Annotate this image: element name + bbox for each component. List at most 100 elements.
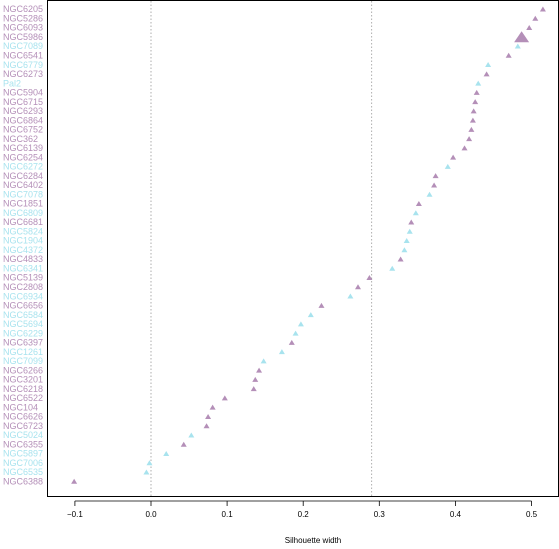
data-point [318, 302, 325, 308]
x-tick-label: 0.2 [298, 510, 310, 519]
y-label: NGC6779 [3, 60, 43, 70]
y-label: NGC5286 [3, 13, 43, 23]
y-label: NGC6723 [3, 421, 43, 431]
y-label: NGC3201 [3, 375, 43, 385]
y-label: NGC6541 [3, 51, 43, 61]
y-label: NGC6715 [3, 97, 43, 107]
y-label: NGC6809 [3, 208, 43, 218]
data-point [532, 15, 539, 21]
data-point [461, 145, 468, 151]
y-label: NGC5824 [3, 226, 43, 236]
data-point [469, 117, 476, 123]
y-label: NGC6093 [3, 23, 43, 33]
data-point [426, 191, 433, 197]
y-label: NGC5986 [3, 32, 43, 42]
data-point [209, 404, 216, 410]
data-point [470, 108, 477, 114]
data-point [485, 62, 492, 68]
y-label: NGC6864 [3, 115, 43, 125]
x-tick-label: −0.1 [67, 510, 83, 519]
data-point [205, 413, 212, 419]
y-label: NGC6205 [3, 4, 43, 14]
data-point [143, 469, 150, 475]
data-point [297, 321, 304, 327]
y-label: NGC6522 [3, 393, 43, 403]
y-label: NGC6272 [3, 162, 43, 172]
y-label: NGC6341 [3, 263, 43, 273]
x-tick-label: 0.5 [526, 510, 538, 519]
data-point [514, 31, 530, 43]
y-label: NGC7006 [3, 458, 43, 468]
y-label: NGC362 [3, 134, 38, 144]
y-label: NGC1904 [3, 236, 43, 246]
y-label: NGC6284 [3, 171, 43, 181]
data-point [188, 432, 195, 438]
y-label: NGC6266 [3, 365, 43, 375]
data-point [472, 99, 479, 105]
data-point [450, 154, 457, 160]
data-point [347, 293, 354, 299]
y-label: NGC7089 [3, 41, 43, 51]
data-point [221, 395, 228, 401]
data-point [406, 228, 413, 234]
y-label: NGC6254 [3, 152, 43, 162]
data-points [71, 6, 546, 484]
data-point [412, 210, 419, 216]
data-point [539, 6, 546, 12]
data-point [466, 136, 473, 142]
data-point [401, 247, 408, 253]
data-point [252, 376, 259, 382]
data-point [250, 386, 257, 392]
data-point [444, 163, 451, 169]
y-label: NGC5904 [3, 88, 43, 98]
data-point [431, 182, 438, 188]
y-label: NGC6752 [3, 125, 43, 135]
x-tick-label: 0.3 [374, 510, 386, 519]
y-label: NGC6273 [3, 69, 43, 79]
y-label: NGC104 [3, 402, 38, 412]
data-point [483, 71, 490, 77]
data-point [389, 265, 396, 271]
data-point [408, 219, 415, 225]
y-axis-labels: NGC6205NGC5286NGC6093NGC5986NGC7089NGC65… [3, 4, 43, 486]
data-point [180, 441, 187, 447]
y-label: NGC6293 [3, 106, 43, 116]
data-point [473, 89, 480, 95]
y-label: NGC6397 [3, 338, 43, 348]
data-point [146, 460, 153, 466]
data-point [366, 275, 373, 281]
y-label: NGC6626 [3, 412, 43, 422]
data-point [288, 339, 295, 345]
y-label: NGC6355 [3, 439, 43, 449]
data-point [397, 256, 404, 262]
y-label: NGC5694 [3, 319, 43, 329]
y-label: NGC7078 [3, 189, 43, 199]
data-point [403, 238, 410, 243]
y-label: NGC1851 [3, 199, 43, 209]
data-point [203, 423, 210, 429]
y-label: NGC6934 [3, 291, 43, 301]
data-point [256, 367, 263, 373]
data-point [526, 25, 533, 31]
x-tick-label: 0.1 [222, 510, 234, 519]
data-point [307, 312, 314, 318]
y-label: NGC6656 [3, 301, 43, 311]
y-label: NGC5897 [3, 449, 43, 459]
y-label: NGC5024 [3, 430, 43, 440]
y-label: NGC1261 [3, 347, 43, 357]
data-point [468, 126, 475, 132]
data-point [292, 330, 299, 336]
y-label: NGC2808 [3, 282, 43, 292]
data-point [505, 52, 512, 58]
data-point [432, 173, 439, 179]
y-label: NGC6681 [3, 217, 43, 227]
data-point [163, 450, 170, 456]
data-point [415, 200, 422, 206]
y-label: NGC6535 [3, 467, 43, 477]
y-label: NGC5139 [3, 273, 43, 283]
data-point [514, 43, 521, 49]
data-point [354, 284, 361, 290]
x-tick-label: 0.0 [145, 510, 157, 519]
reference-lines [150, 1, 373, 496]
